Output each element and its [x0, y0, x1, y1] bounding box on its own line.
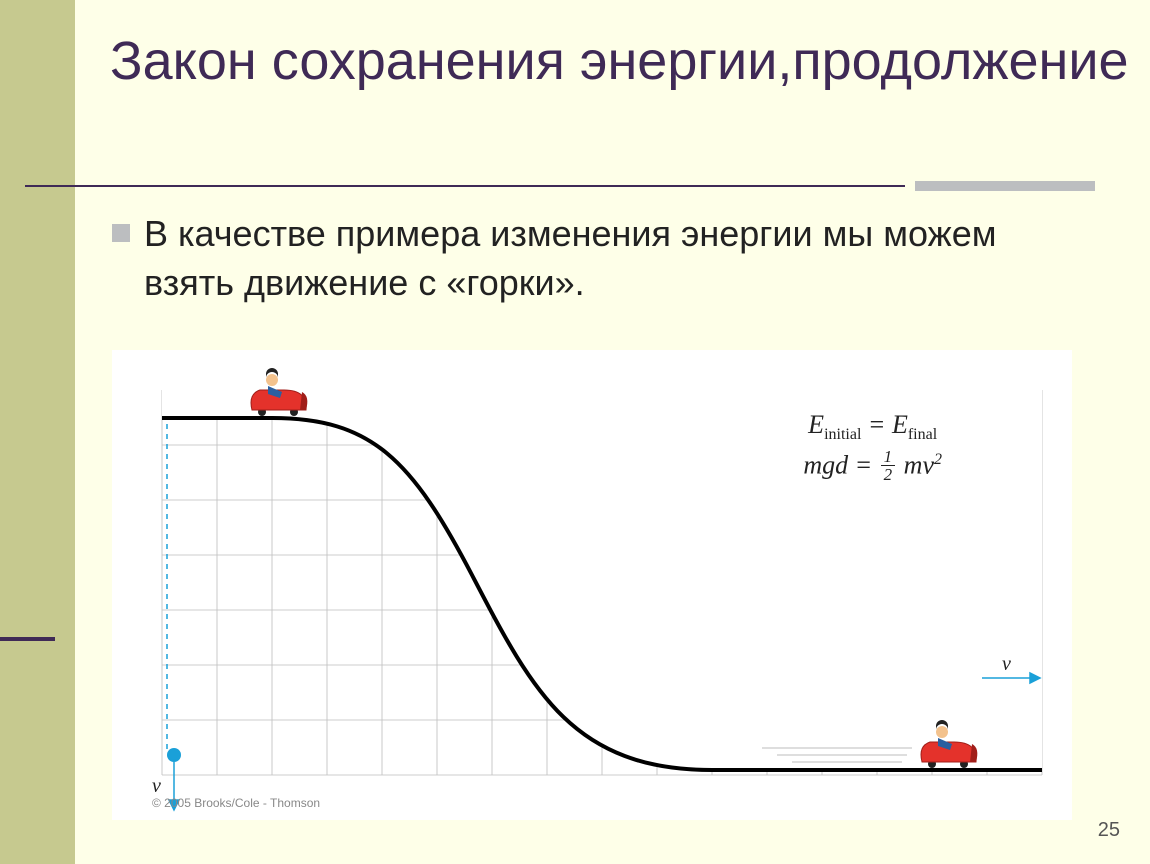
svg-text:v: v: [1002, 653, 1011, 675]
figure-credit: © 2005 Brooks/Cole - Thomson: [152, 796, 320, 810]
page-title: Закон сохранения энергии,продолжение: [110, 30, 1129, 92]
bullet-row: В качестве примера изменения энергии мы …: [112, 210, 1094, 307]
formula: Einitial = Efinal mgd = 12 mv2: [803, 410, 942, 485]
left-bar: [0, 637, 55, 641]
bullet-text: В качестве примера изменения энергии мы …: [144, 210, 1094, 307]
title-rule: [25, 185, 905, 187]
slide: Закон сохранения энергии,продолжение В к…: [0, 0, 1150, 864]
left-strip: [0, 0, 75, 864]
svg-text:v: v: [152, 775, 161, 797]
formula-line1: Einitial = Efinal: [803, 410, 942, 444]
page-number: 25: [1098, 819, 1120, 842]
bullet-marker: [112, 224, 130, 242]
figure: v v Einitial = Efinal mgd = 12 m: [112, 350, 1072, 820]
formula-line2: mgd = 12 mv2: [803, 450, 942, 485]
title-accent: [915, 181, 1095, 191]
